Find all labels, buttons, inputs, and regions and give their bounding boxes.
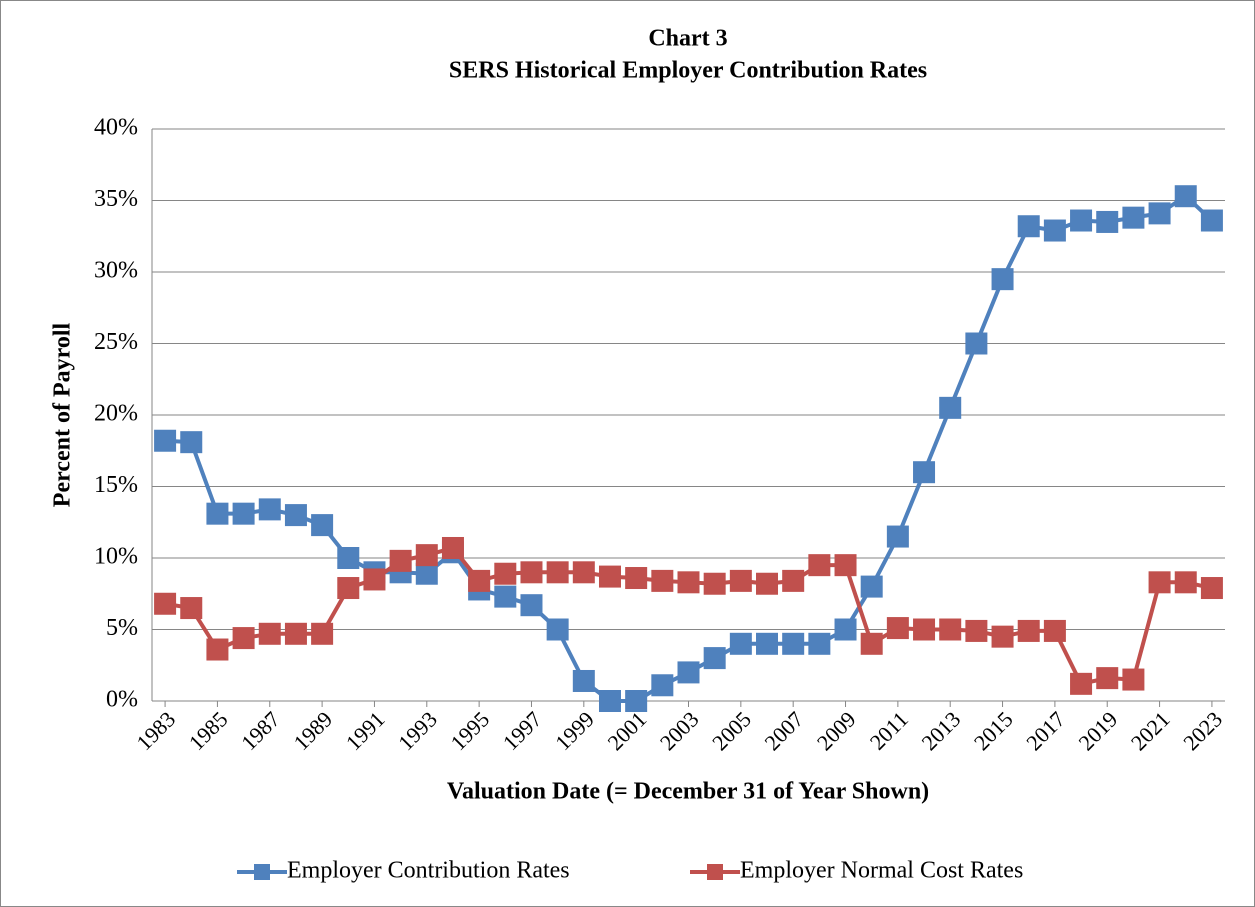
marker xyxy=(206,502,229,525)
marker xyxy=(311,514,334,537)
chart-title: Chart 3 xyxy=(648,26,727,52)
marker xyxy=(441,536,464,559)
marker xyxy=(625,567,648,590)
marker xyxy=(782,569,805,592)
marker xyxy=(913,461,936,484)
marker xyxy=(860,632,883,655)
y-tick-label: 40% xyxy=(94,115,138,141)
marker xyxy=(808,554,831,577)
marker xyxy=(965,332,988,355)
legend-label: Employer Contribution Rates xyxy=(287,858,570,884)
marker xyxy=(337,577,360,600)
marker xyxy=(415,544,438,567)
legend-marker xyxy=(707,864,723,880)
marker xyxy=(651,569,674,592)
marker xyxy=(834,554,857,577)
marker xyxy=(284,622,307,645)
marker xyxy=(1200,209,1223,232)
marker xyxy=(1017,619,1040,642)
marker xyxy=(1148,571,1171,594)
marker xyxy=(756,632,779,655)
y-tick-label: 30% xyxy=(94,258,138,284)
x-axis-label: Valuation Date (= December 31 of Year Sh… xyxy=(447,779,929,805)
marker xyxy=(232,627,255,650)
marker xyxy=(1017,215,1040,238)
legend-marker xyxy=(254,864,270,880)
y-tick-label: 35% xyxy=(94,186,138,212)
marker xyxy=(1043,219,1066,242)
y-tick-label: 25% xyxy=(94,329,138,355)
marker xyxy=(363,568,386,591)
marker xyxy=(389,549,412,572)
marker xyxy=(1043,619,1066,642)
marker xyxy=(206,638,229,661)
marker xyxy=(625,690,648,712)
marker xyxy=(1096,210,1119,233)
marker xyxy=(572,669,595,692)
y-axis-label: Percent of Payroll xyxy=(50,322,76,507)
marker xyxy=(494,585,517,608)
marker xyxy=(546,618,569,641)
marker xyxy=(180,597,203,620)
marker xyxy=(520,561,543,584)
legend-label: Employer Normal Cost Rates xyxy=(740,858,1023,884)
y-tick-label: 0% xyxy=(106,687,138,713)
marker xyxy=(939,618,962,641)
marker xyxy=(1096,667,1119,690)
marker xyxy=(991,268,1014,291)
chart-subtitle: SERS Historical Employer Contribution Ra… xyxy=(449,58,927,84)
marker xyxy=(965,619,988,642)
marker xyxy=(572,561,595,584)
y-tick-label: 10% xyxy=(94,544,138,570)
marker xyxy=(1122,206,1145,229)
marker xyxy=(913,618,936,641)
marker xyxy=(311,622,334,645)
marker xyxy=(886,617,909,640)
y-tick-label: 15% xyxy=(94,472,138,498)
marker xyxy=(808,632,831,655)
marker xyxy=(886,525,909,548)
marker xyxy=(703,572,726,595)
marker xyxy=(860,575,883,598)
marker xyxy=(1070,209,1093,232)
marker xyxy=(415,562,438,585)
marker xyxy=(154,429,177,452)
marker xyxy=(677,661,700,684)
marker xyxy=(520,594,543,617)
marker xyxy=(756,572,779,595)
marker xyxy=(258,622,281,645)
marker xyxy=(991,625,1014,648)
marker xyxy=(468,569,491,592)
marker xyxy=(1174,571,1197,594)
marker xyxy=(494,562,517,585)
marker xyxy=(729,632,752,655)
marker xyxy=(677,571,700,594)
marker xyxy=(782,632,805,655)
marker xyxy=(703,647,726,670)
marker xyxy=(834,618,857,641)
marker xyxy=(337,547,360,569)
y-tick-label: 20% xyxy=(94,401,138,427)
marker xyxy=(1200,577,1223,600)
marker xyxy=(939,396,962,419)
marker xyxy=(232,502,255,525)
marker xyxy=(729,569,752,592)
y-tick-label: 5% xyxy=(106,615,138,641)
marker xyxy=(598,565,621,588)
marker xyxy=(598,690,621,712)
marker xyxy=(651,674,674,697)
marker xyxy=(258,498,281,521)
marker xyxy=(1122,668,1145,691)
marker xyxy=(180,431,203,454)
marker xyxy=(154,592,177,615)
marker xyxy=(284,504,307,527)
marker xyxy=(1070,672,1093,695)
marker xyxy=(546,561,569,584)
marker xyxy=(1174,185,1197,208)
marker xyxy=(1148,202,1171,225)
